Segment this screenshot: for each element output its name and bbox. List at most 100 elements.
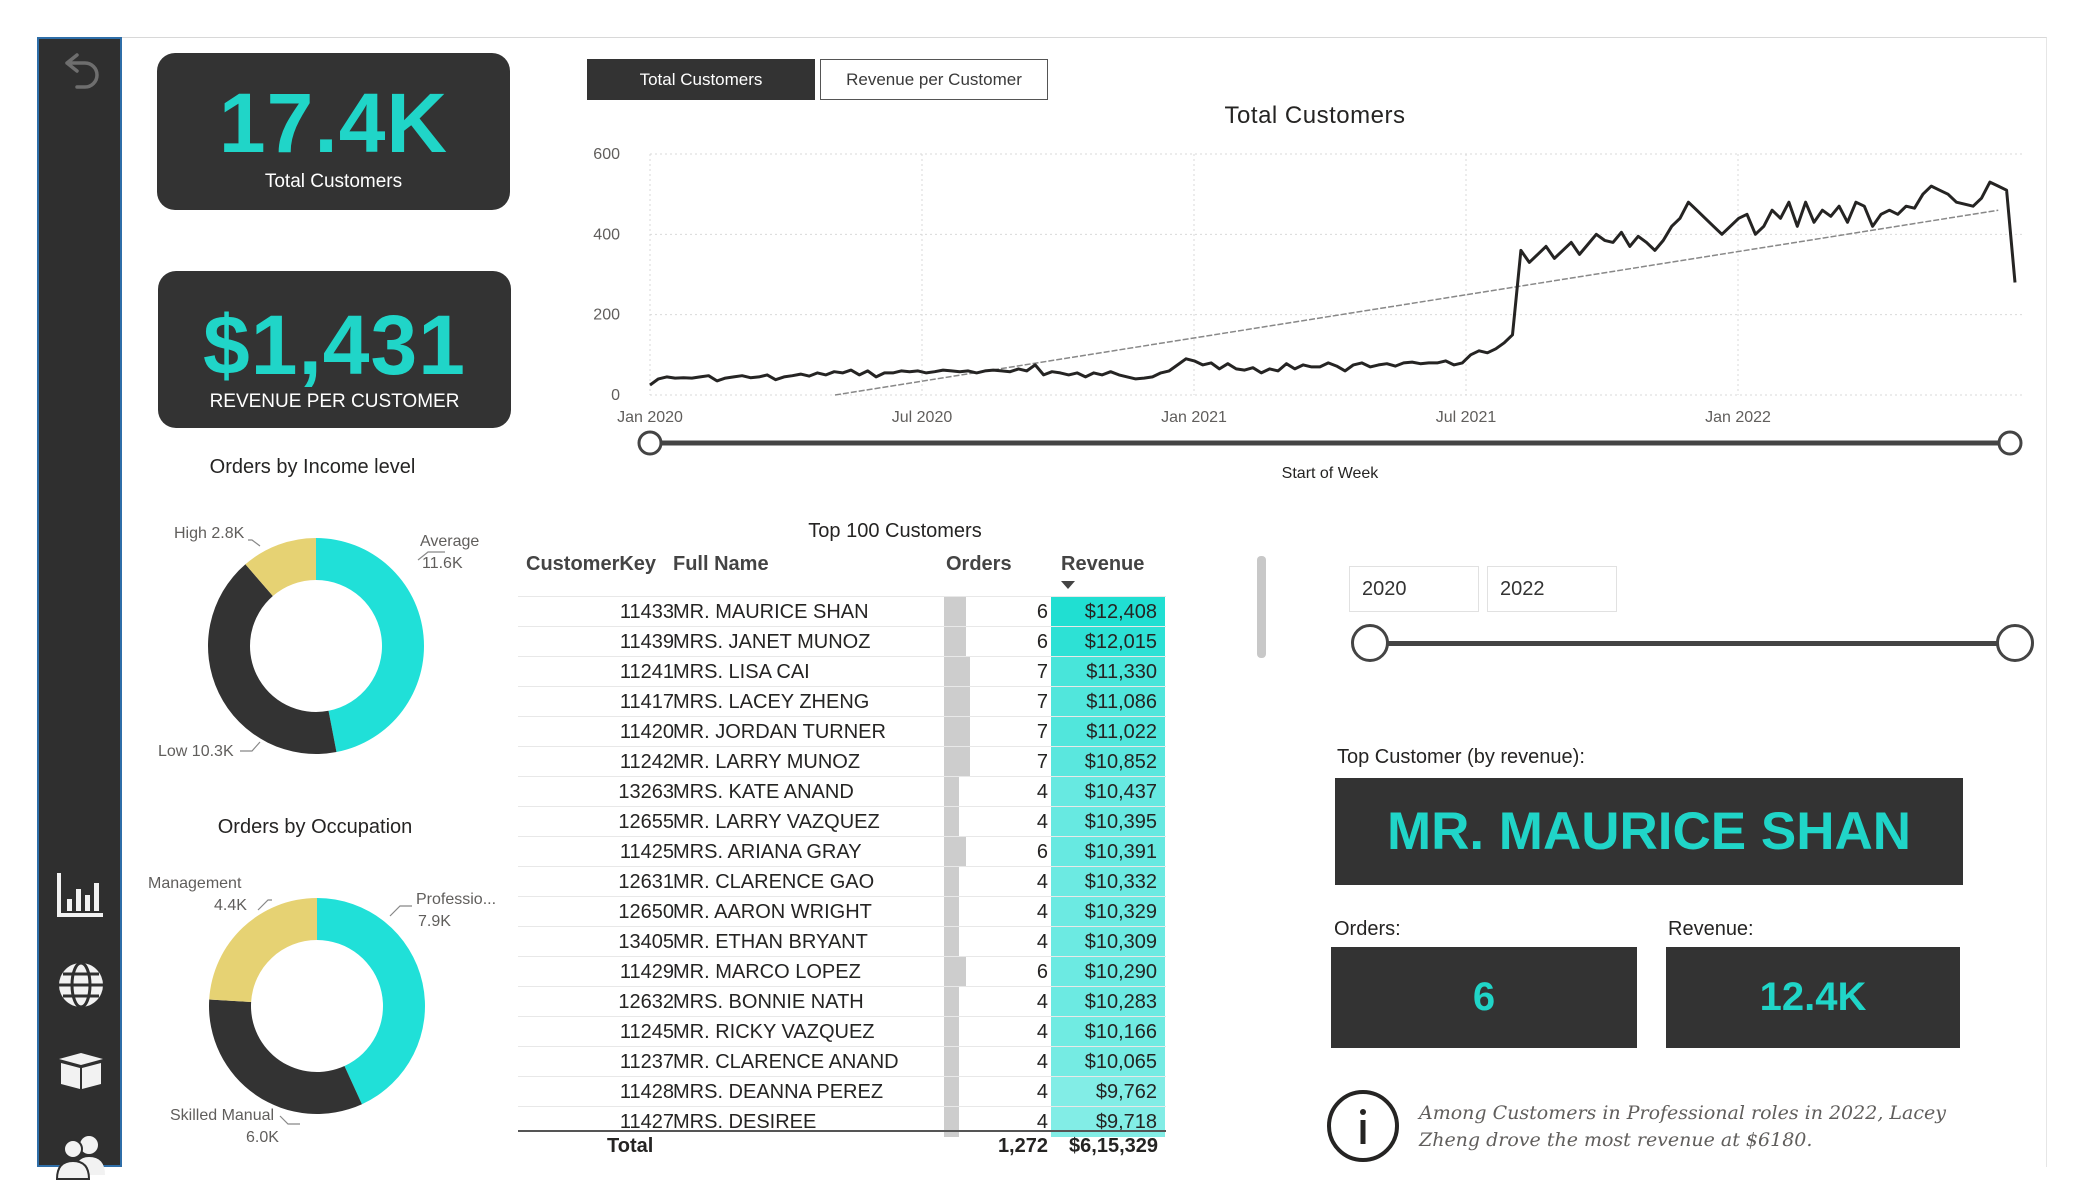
- donut-slice-low[interactable]: [207, 564, 337, 754]
- table-row[interactable]: 11439 MRS. JANET MUNOZ 6 $12,015: [518, 626, 1166, 657]
- occupation-donut-slices: [209, 898, 426, 1114]
- occupation-label-professional-name: Professio...: [416, 891, 496, 908]
- x-tick-label: Jul 2021: [1436, 409, 1497, 426]
- x-tick-label: Jan 2020: [617, 409, 683, 426]
- orders-data-bar: [944, 627, 966, 657]
- donut-slice-high[interactable]: [245, 538, 316, 597]
- year-start-input[interactable]: 2020: [1349, 566, 1479, 612]
- total-customers-series: [649, 180, 2017, 387]
- table-row[interactable]: 11429 MR. MARCO LOPEZ 6 $10,290: [518, 956, 1166, 987]
- orders-data-bar: [944, 1077, 959, 1107]
- cell-customerkey: 12650: [618, 901, 674, 923]
- y-axis-ticks: 600 400 200 0: [593, 146, 620, 404]
- table-row[interactable]: 11417 MRS. LACEY ZHENG 7 $11,086: [518, 686, 1166, 717]
- cell-revenue: $12,408: [1051, 597, 1165, 627]
- header-revenue[interactable]: Revenue: [1061, 553, 1145, 575]
- total-orders: 1,272: [997, 1135, 1048, 1157]
- table-row[interactable]: 11245 MR. RICKY VAZQUEZ 4 $10,166: [518, 1016, 1166, 1047]
- table-scrollbar[interactable]: [1257, 556, 1266, 658]
- donut-slice-skilled-manual[interactable]: [209, 999, 362, 1114]
- year-slider-track[interactable]: [1370, 641, 2010, 646]
- users-icon[interactable]: [53, 1129, 109, 1185]
- orders-data-bar: [944, 957, 966, 987]
- cell-full-name: MR. JORDAN TURNER: [673, 721, 886, 743]
- income-label-average-name: Average: [420, 533, 479, 550]
- sidebar: [37, 37, 122, 1180]
- cell-full-name: MR. MAURICE SHAN: [673, 601, 869, 623]
- income-donut-slices: [207, 538, 425, 754]
- cell-full-name: MRS. DESIREE: [673, 1111, 817, 1133]
- table-row[interactable]: 11237 MR. CLARENCE ANAND 4 $10,065: [518, 1046, 1166, 1077]
- cell-orders: 4: [1036, 1021, 1048, 1043]
- box-icon[interactable]: [53, 1043, 109, 1099]
- cell-customerkey: 13263: [618, 781, 674, 803]
- donut-slice-average[interactable]: [316, 538, 425, 753]
- total-customers-toggle-button[interactable]: Total Customers: [587, 59, 815, 100]
- cell-full-name: MRS. BONNIE NATH: [673, 991, 864, 1013]
- cell-full-name: MRS. LACEY ZHENG: [673, 691, 870, 713]
- total-label: Total: [607, 1135, 654, 1157]
- insight-text: Among Customers in Professional roles in…: [1419, 1102, 1946, 1151]
- year-end-input[interactable]: 2022: [1487, 566, 1617, 612]
- header-customerkey[interactable]: CustomerKey: [526, 553, 657, 575]
- chart-gridlines: [649, 153, 2025, 396]
- y-tick-label: 600: [593, 146, 620, 163]
- header-orders[interactable]: Orders: [946, 553, 1012, 575]
- cell-revenue: $11,086: [1051, 687, 1165, 717]
- x-tick-label: Jul 2020: [892, 409, 953, 426]
- table-row[interactable]: 12631 MR. CLARENCE GAO 4 $10,332: [518, 866, 1166, 897]
- cell-full-name: MR. CLARENCE ANAND: [673, 1051, 899, 1073]
- donut-slice-management[interactable]: [209, 898, 317, 1003]
- top-customer-label: Top Customer (by revenue):: [1337, 746, 1585, 768]
- cell-full-name: MRS. JANET MUNOZ: [673, 631, 871, 653]
- cell-full-name: MRS. DEANNA PEREZ: [673, 1081, 884, 1103]
- cell-orders: 7: [1036, 751, 1048, 773]
- date-range-end-handle[interactable]: [1997, 430, 2023, 456]
- year-slider-end-handle[interactable]: [1996, 624, 2034, 662]
- globe-icon[interactable]: [53, 957, 109, 1013]
- back-arrow-icon[interactable]: [53, 45, 109, 101]
- top-customer-name: MR. MAURICE SHAN: [1335, 778, 1963, 885]
- occupation-donut-chart: Management 4.4K Professio... 7.9K Skille…: [148, 875, 496, 1146]
- header-full-name[interactable]: Full Name: [673, 553, 769, 575]
- table-row[interactable]: 12655 MR. LARRY VAZQUEZ 4 $10,395: [518, 806, 1166, 837]
- cell-full-name: MRS. ARIANA GRAY: [673, 841, 862, 863]
- income-label-high: High 2.8K: [174, 525, 245, 542]
- cell-customerkey: 11439: [619, 631, 674, 653]
- table-row[interactable]: 13263 MRS. KATE ANAND 4 $10,437: [518, 776, 1166, 807]
- total-customers-value: 17.4K: [218, 76, 449, 170]
- cell-customerkey: 11427: [619, 1111, 674, 1133]
- occupation-label-professional-value: 7.9K: [418, 913, 451, 930]
- table-row[interactable]: 12632 MRS. BONNIE NATH 4 $10,283: [518, 986, 1166, 1017]
- cell-revenue: $10,309: [1051, 927, 1165, 957]
- cell-orders: 4: [1036, 991, 1048, 1013]
- donut-slice-professio-[interactable]: [317, 898, 426, 1105]
- orders-data-bar: [944, 717, 970, 747]
- cell-full-name: MR. MARCO LOPEZ: [673, 961, 861, 983]
- table-row[interactable]: 11433 MR. MAURICE SHAN 6 $12,408: [518, 596, 1166, 627]
- table-row[interactable]: 11427 MRS. DESIREE 4 $9,718: [518, 1106, 1166, 1137]
- cell-revenue: $10,166: [1051, 1017, 1165, 1047]
- table-row[interactable]: 11428 MRS. DEANNA PEREZ 4 $9,762: [518, 1076, 1166, 1107]
- table-row[interactable]: 13405 MR. ETHAN BRYANT 4 $10,309: [518, 926, 1166, 957]
- revenue-per-customer-toggle-button[interactable]: Revenue per Customer: [820, 59, 1048, 100]
- date-range-start-handle[interactable]: [637, 430, 663, 456]
- sort-descending-icon[interactable]: [1061, 581, 1075, 589]
- top-customer-orders: 6: [1331, 947, 1637, 1048]
- cell-customerkey: 11420: [619, 721, 674, 743]
- x-axis-ticks: Jan 2020 Jul 2020 Jan 2021 Jul 2021 Jan 2022: [617, 409, 1771, 426]
- cell-customerkey: 12632: [618, 991, 674, 1013]
- table-row[interactable]: 11425 MRS. ARIANA GRAY 6 $10,391: [518, 836, 1166, 867]
- revenue-per-customer-label: REVENUE PER CUSTOMER: [209, 391, 460, 412]
- cell-full-name: MR. CLARENCE GAO: [673, 871, 875, 893]
- year-slider-start-handle[interactable]: [1351, 624, 1389, 662]
- table-row[interactable]: 11242 MR. LARRY MUNOZ 7 $10,852: [518, 746, 1166, 777]
- orders-data-bar: [944, 987, 959, 1017]
- table-row[interactable]: 12650 MR. AARON WRIGHT 4 $10,329: [518, 896, 1166, 927]
- bar-chart-icon[interactable]: [53, 867, 109, 923]
- cell-orders: 6: [1036, 631, 1048, 653]
- table-row[interactable]: 11420 MR. JORDAN TURNER 7 $11,022: [518, 716, 1166, 747]
- revenue-label: Revenue:: [1668, 918, 1754, 940]
- cell-customerkey: 12631: [618, 871, 674, 893]
- table-row[interactable]: 11241 MRS. LISA CAI 7 $11,330: [518, 656, 1166, 687]
